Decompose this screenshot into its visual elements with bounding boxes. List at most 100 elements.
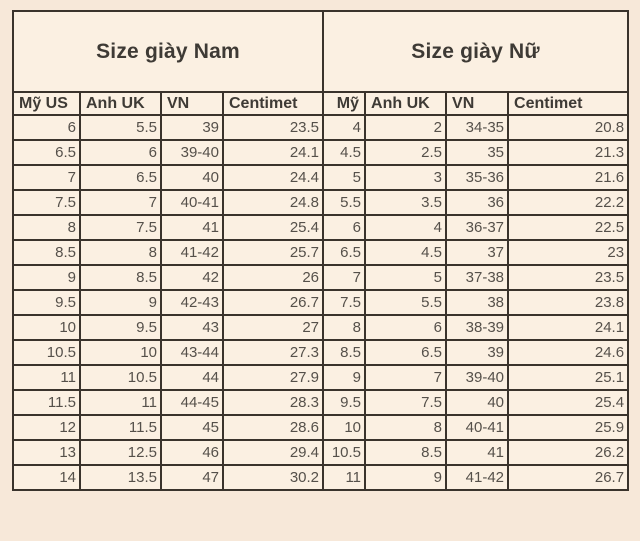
size-cell: 12 [12, 414, 81, 441]
size-cell: 13.5 [79, 464, 162, 491]
size-cell: 38 [445, 289, 510, 316]
section-title-row: Size giày Nam Size giày Nữ [11, 10, 630, 93]
size-cell: 6.5 [322, 239, 367, 266]
size-cell: 10.5 [79, 364, 162, 391]
table-row: 7.5 7 40-41 24.8 5.5 3.5 36 22.2 [12, 189, 630, 216]
size-cell: 25.9 [507, 414, 630, 441]
size-cell: 28.6 [221, 414, 325, 441]
size-cell: 3.5 [364, 189, 448, 216]
column-header: Anh UK [364, 91, 448, 116]
size-cell: 5 [364, 264, 448, 291]
size-cell: 40 [445, 389, 510, 416]
size-cell: 14 [12, 464, 81, 491]
size-cell: 7 [364, 364, 448, 391]
size-cell: 11 [79, 389, 162, 416]
size-cell: 7 [12, 164, 81, 191]
table-row: 9 8.5 42 26 7 5 37-38 23.5 [12, 264, 630, 291]
size-cell: 22.5 [507, 214, 630, 241]
size-cell: 21.6 [507, 164, 630, 191]
size-cell: 41 [160, 214, 224, 241]
size-cell: 8.5 [12, 239, 81, 266]
column-header: VN [445, 91, 510, 116]
size-cell: 5.5 [79, 114, 162, 141]
size-cell: 4 [322, 114, 367, 141]
section-title-men: Size giày Nam [11, 10, 325, 93]
size-cell: 8 [364, 414, 448, 441]
size-cell: 25.7 [221, 239, 325, 266]
column-header: Centimet [221, 91, 325, 116]
size-cell: 5 [322, 164, 367, 191]
size-cell: 41-42 [445, 464, 510, 491]
column-header: Anh UK [79, 91, 162, 116]
size-cell: 42 [160, 264, 224, 291]
table-row: 6.5 6 39-40 24.1 4.5 2.5 35 21.3 [12, 139, 630, 166]
table-row: 14 13.5 47 30.2 11 9 41-42 26.7 [12, 464, 630, 491]
size-cell: 24.6 [507, 339, 630, 366]
size-cell: 11.5 [12, 389, 81, 416]
size-cell: 43 [160, 314, 224, 341]
size-cell: 40-41 [445, 414, 510, 441]
size-cell: 34-35 [445, 114, 510, 141]
column-header: Centimet [507, 91, 630, 116]
size-cell: 9 [12, 264, 81, 291]
size-cell: 24.4 [221, 164, 325, 191]
column-header: Mỹ US [12, 91, 81, 116]
size-cell: 9.5 [322, 389, 367, 416]
size-cell: 6 [364, 314, 448, 341]
size-cell: 36 [445, 189, 510, 216]
size-cell: 10.5 [322, 439, 367, 466]
size-cell: 7.5 [322, 289, 367, 316]
size-cell: 25.4 [507, 389, 630, 416]
size-cell: 26.7 [221, 289, 325, 316]
size-cell: 26.7 [507, 464, 630, 491]
size-chart-page: Size giày Nam Size giày Nữ Mỹ US Anh UK VN… [11, 10, 630, 491]
size-cell: 6 [12, 114, 81, 141]
size-cell: 22.2 [507, 189, 630, 216]
size-cell: 7.5 [79, 214, 162, 241]
column-header: Mỹ [322, 91, 367, 116]
size-cell: 9.5 [79, 314, 162, 341]
size-cell: 24.1 [221, 139, 325, 166]
size-cell: 46 [160, 439, 224, 466]
table-row: 7 6.5 40 24.4 5 3 35-36 21.6 [12, 164, 630, 191]
column-header: VN [160, 91, 224, 116]
size-cell: 10 [12, 314, 81, 341]
size-cell: 28.3 [221, 389, 325, 416]
size-table-body: 6 5.5 39 23.5 4 2 34-35 20.8 6.5 6 39-40 24.1 4.5 2.5… [12, 114, 630, 491]
size-cell: 5.5 [364, 289, 448, 316]
size-cell: 39 [160, 114, 224, 141]
size-cell: 7.5 [364, 389, 448, 416]
size-cell: 23.8 [507, 289, 630, 316]
size-cell: 40 [160, 164, 224, 191]
size-cell: 9 [79, 289, 162, 316]
size-cell: 26.2 [507, 439, 630, 466]
size-cell: 9 [364, 464, 448, 491]
size-cell: 11 [12, 364, 81, 391]
size-cell: 8.5 [364, 439, 448, 466]
table-row: 9.5 9 42-43 26.7 7.5 5.5 38 23.8 [12, 289, 630, 316]
shoe-size-conversion-table: Size giày Nam Size giày Nữ Mỹ US Anh UK VN… [11, 10, 630, 491]
size-cell: 38-39 [445, 314, 510, 341]
size-cell: 7.5 [12, 189, 81, 216]
size-cell: 10 [79, 339, 162, 366]
size-cell: 35-36 [445, 164, 510, 191]
size-cell: 23 [507, 239, 630, 266]
size-cell: 37-38 [445, 264, 510, 291]
size-cell: 4.5 [322, 139, 367, 166]
size-cell: 37 [445, 239, 510, 266]
size-cell: 30.2 [221, 464, 325, 491]
size-cell: 24.8 [221, 189, 325, 216]
size-cell: 8 [322, 314, 367, 341]
table-row: 10 9.5 43 27 8 6 38-39 24.1 [12, 314, 630, 341]
size-cell: 9 [322, 364, 367, 391]
size-cell: 40-41 [160, 189, 224, 216]
table-row: 8 7.5 41 25.4 6 4 36-37 22.5 [12, 214, 630, 241]
size-cell: 47 [160, 464, 224, 491]
size-cell: 44 [160, 364, 224, 391]
size-cell: 41 [445, 439, 510, 466]
size-cell: 5.5 [322, 189, 367, 216]
size-cell: 2 [364, 114, 448, 141]
size-cell: 27.9 [221, 364, 325, 391]
size-cell: 41-42 [160, 239, 224, 266]
size-cell: 7 [322, 264, 367, 291]
